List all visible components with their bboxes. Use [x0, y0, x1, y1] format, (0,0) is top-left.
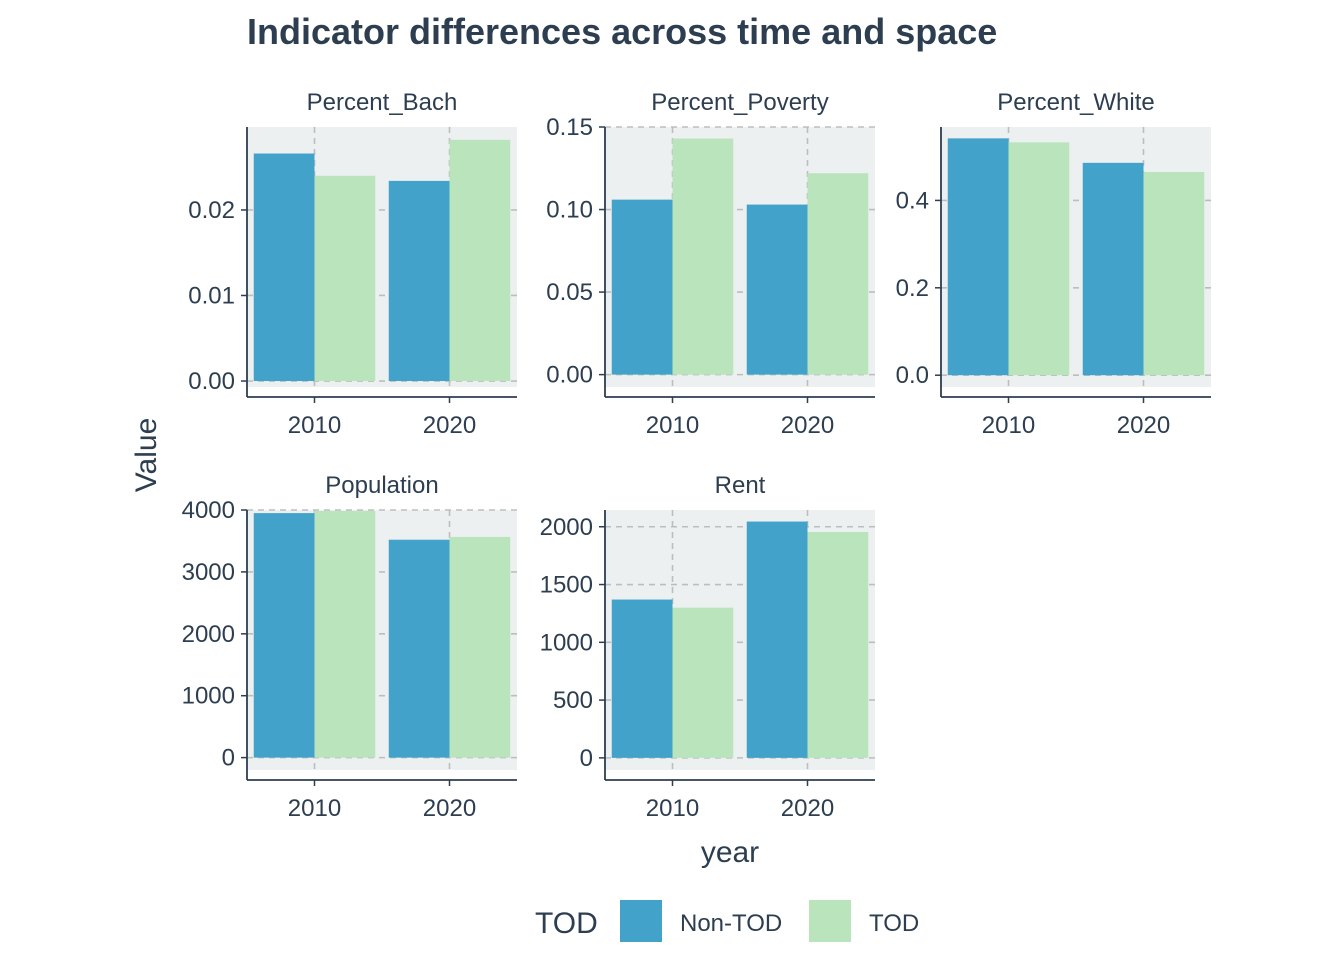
x-tick-label: 2010 — [288, 412, 341, 439]
y-tick-label: 1500 — [540, 572, 593, 599]
y-tick-label: 2000 — [540, 514, 593, 541]
facet-label: Population — [325, 472, 438, 499]
panel-percent-white: Percent_White 0.0 0.2 0.4 2010 2020 — [896, 89, 1211, 439]
bar-tod-2020 — [1143, 172, 1205, 376]
bar-non-tod-2010 — [253, 513, 315, 758]
y-tick-label: 0.0 — [896, 362, 929, 389]
y-tick-label: 0 — [580, 745, 593, 772]
x-tick-label: 2020 — [1117, 412, 1170, 439]
legend-key-tod — [809, 900, 851, 942]
facet-label: Percent_White — [997, 89, 1154, 116]
x-tick-label: 2010 — [982, 412, 1035, 439]
bar-non-tod-2010 — [611, 599, 673, 758]
legend-title: TOD — [535, 907, 598, 940]
legend-key-non-tod — [620, 900, 662, 942]
legend-label-non-tod: Non-TOD — [680, 910, 782, 937]
y-tick-label: 1000 — [540, 629, 593, 656]
y-tick-label: 0.05 — [546, 279, 593, 306]
y-tick-label: 0 — [222, 745, 235, 772]
y-tick-label: 0.10 — [546, 197, 593, 224]
facet-label: Percent_Poverty — [651, 89, 828, 116]
x-tick-label: 2020 — [781, 795, 834, 822]
bar-non-tod-2020 — [746, 204, 808, 375]
panel-rent: Rent 0 500 1000 1500 2000 2010 2020 — [540, 472, 875, 822]
bar-non-tod-2020 — [388, 180, 450, 382]
bar-non-tod-2020 — [1082, 162, 1144, 376]
bar-tod-2020 — [449, 536, 511, 758]
y-tick-label: 0.2 — [896, 275, 929, 302]
bar-non-tod-2010 — [611, 199, 673, 375]
x-tick-label: 2020 — [423, 412, 476, 439]
x-tick-label: 2020 — [781, 412, 834, 439]
bar-non-tod-2020 — [388, 539, 450, 758]
bar-tod-2010 — [672, 138, 734, 375]
panel-percent-bach: Percent_Bach 0.00 0.01 0.02 2010 2020 — [188, 89, 517, 439]
x-tick-label: 2010 — [646, 795, 699, 822]
bar-non-tod-2020 — [746, 521, 808, 758]
y-tick-label: 0.4 — [896, 187, 929, 214]
x-axis-title: year — [701, 836, 759, 869]
panel-percent-poverty: Percent_Poverty 0.00 0.05 0.10 0.15 2010 2020 — [546, 89, 875, 439]
legend-label-tod: TOD — [869, 910, 919, 937]
y-tick-label: 0.02 — [188, 197, 235, 224]
y-axis-title: Value — [130, 418, 163, 493]
y-tick-label: 500 — [553, 687, 593, 714]
y-tick-label: 0.00 — [188, 368, 235, 395]
y-tick-label: 0.01 — [188, 282, 235, 309]
y-tick-label: 4000 — [182, 497, 235, 524]
bar-tod-2010 — [672, 607, 734, 758]
y-tick-label: 2000 — [182, 621, 235, 648]
x-tick-label: 2020 — [423, 795, 476, 822]
y-tick-label: 0.00 — [546, 362, 593, 389]
bar-tod-2020 — [807, 531, 869, 758]
bar-non-tod-2010 — [947, 138, 1009, 376]
x-tick-label: 2010 — [646, 412, 699, 439]
panel-population: Population 0 1000 2000 3000 4000 2010 2020 — [182, 472, 517, 822]
y-tick-label: 1000 — [182, 683, 235, 710]
bar-tod-2010 — [314, 510, 376, 758]
bar-tod-2020 — [449, 139, 511, 382]
y-tick-label: 0.15 — [546, 114, 593, 141]
bar-tod-2020 — [807, 173, 869, 375]
bar-tod-2010 — [1008, 142, 1070, 376]
facet-label: Rent — [715, 472, 766, 499]
bar-non-tod-2010 — [253, 153, 315, 382]
legend: TOD Non-TOD TOD — [535, 900, 919, 942]
facet-label: Percent_Bach — [307, 89, 458, 116]
bar-tod-2010 — [314, 175, 376, 382]
y-tick-label: 3000 — [182, 559, 235, 586]
chart-title: Indicator differences across time and sp… — [247, 11, 997, 52]
x-tick-label: 2010 — [288, 795, 341, 822]
